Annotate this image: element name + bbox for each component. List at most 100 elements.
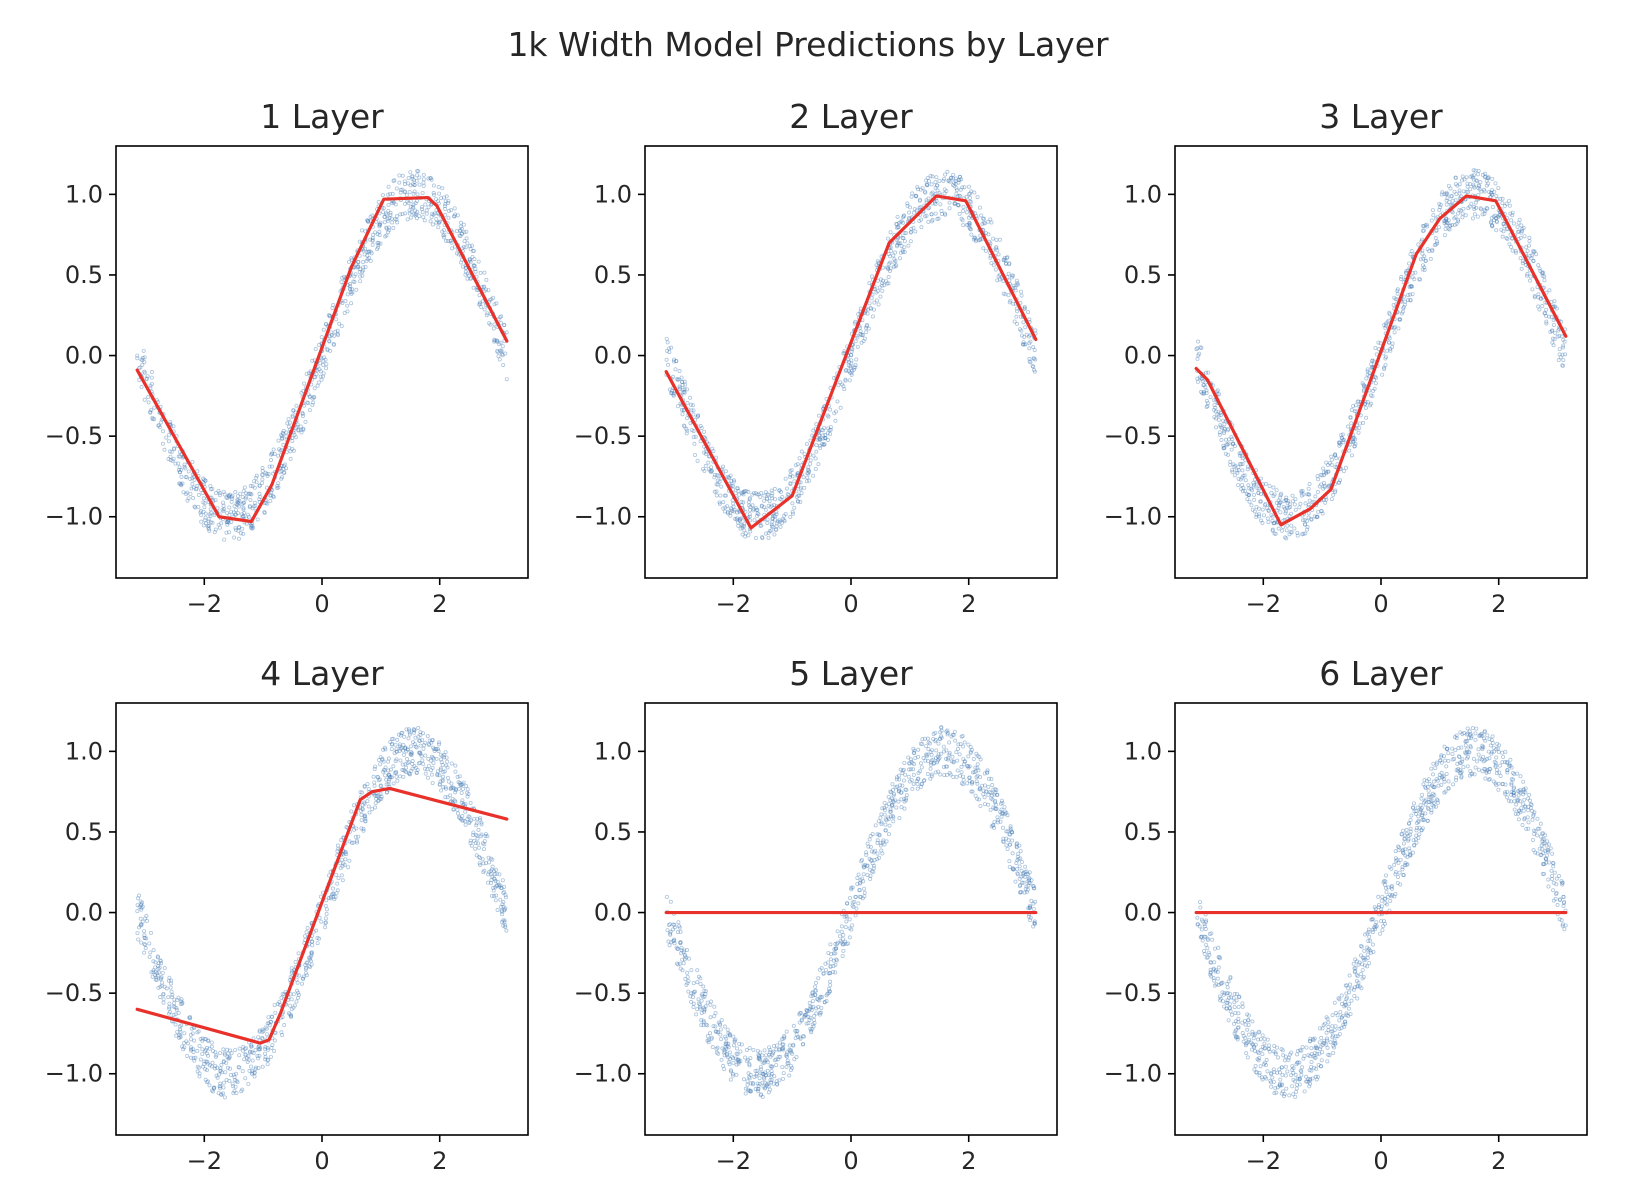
scatter-point (798, 500, 803, 505)
scatter-point (762, 1059, 767, 1064)
scatter-point (828, 964, 833, 969)
scatter-point (817, 443, 822, 448)
scatter-point (1319, 509, 1324, 514)
scatter-point (442, 232, 447, 237)
scatter-point (1557, 352, 1562, 357)
scatter-point (448, 239, 453, 244)
scatter-point (249, 1044, 254, 1049)
scatter-point (229, 519, 234, 524)
scatter-point (1204, 398, 1209, 403)
scatter-point (182, 1031, 187, 1036)
scatter-point (723, 505, 728, 510)
scatter-point (494, 871, 499, 876)
scatter-point (234, 1091, 239, 1096)
scatter-point (967, 199, 972, 204)
scatter-point (158, 420, 163, 425)
scatter-point (1277, 503, 1282, 508)
scatter-point (1023, 325, 1028, 330)
scatter-point (795, 499, 800, 504)
scatter-point (867, 281, 872, 286)
scatter-point (1282, 506, 1287, 511)
scatter-point (403, 746, 408, 751)
scatter-point (989, 790, 994, 795)
scatter-point (746, 1071, 751, 1076)
scatter-point (758, 1057, 763, 1062)
scatter-point (300, 413, 305, 418)
scatter-point (714, 1029, 719, 1034)
scatter-point (203, 1049, 208, 1054)
scatter-point (363, 819, 368, 824)
x-tick-label: 0 (314, 590, 329, 618)
scatter-point (410, 174, 415, 179)
scatter-point (226, 494, 231, 499)
scatter-point (1531, 259, 1536, 264)
scatter-point (316, 342, 321, 347)
scatter-point (443, 206, 448, 211)
scatter-point (685, 401, 690, 406)
scatter-point (303, 419, 308, 424)
scatter-point (436, 220, 441, 225)
scatter-point (166, 995, 171, 1000)
scatter-point (1290, 493, 1295, 498)
scatter-point (504, 928, 509, 933)
scatter-point (435, 769, 440, 774)
scatter-point (916, 770, 921, 775)
scatter-point (324, 366, 329, 371)
scatter-point (785, 1061, 790, 1066)
scatter-point (692, 989, 697, 994)
scatter-point (1236, 476, 1241, 481)
scatter-point (431, 183, 436, 188)
scatter-point (289, 1014, 294, 1019)
scatter-point (806, 471, 811, 476)
scatter-point (1283, 497, 1288, 502)
scatter-point (728, 473, 733, 478)
scatter-point (894, 237, 899, 242)
scatter-point (1536, 292, 1541, 297)
scatter-point (758, 494, 763, 499)
scatter-point (1476, 183, 1481, 188)
scatter-point (1368, 401, 1373, 406)
scatter-point (913, 229, 918, 234)
scatter-point (363, 819, 368, 824)
scatter-point (1522, 234, 1527, 239)
scatter-point (197, 1065, 202, 1070)
scatter-point (913, 755, 918, 760)
scatter-point (835, 941, 840, 946)
scatter-point (821, 442, 826, 447)
scatter-point (206, 523, 211, 528)
scatter-point (1408, 284, 1413, 289)
scatter-point (307, 408, 312, 413)
scatter-point (958, 194, 963, 199)
scatter-point (1357, 425, 1362, 430)
scatter-point (1333, 488, 1338, 493)
scatter-point (279, 468, 284, 473)
scatter-point (208, 487, 213, 492)
scatter-point (260, 1029, 265, 1034)
scatter-point (149, 407, 154, 412)
scatter-point (829, 952, 834, 957)
scatter-point (188, 1037, 193, 1042)
scatter-point (695, 980, 700, 985)
scatter-point (890, 798, 895, 803)
scatter-point (841, 384, 846, 389)
scatter-point (365, 218, 370, 223)
scatter-point (221, 509, 226, 514)
scatter-point (156, 964, 161, 969)
scatter-point (1534, 252, 1539, 257)
scatter-point (488, 869, 493, 874)
scatter-point (437, 191, 442, 196)
scatter-point (940, 212, 945, 217)
scatter-point (774, 1047, 779, 1052)
scatter-point (823, 436, 828, 441)
scatter-point (360, 807, 365, 812)
scatter-point (961, 223, 966, 228)
scatter-point (1489, 190, 1494, 195)
scatter-point (417, 738, 422, 743)
scatter-point (1433, 236, 1438, 241)
scatter-point (453, 788, 458, 793)
scatter-point (942, 749, 947, 754)
scatter-point (727, 1062, 732, 1067)
scatter-point (996, 274, 1001, 279)
scatter-point (978, 757, 983, 762)
